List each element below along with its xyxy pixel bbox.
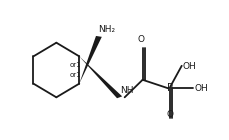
Text: NH₂: NH₂: [97, 25, 114, 34]
Polygon shape: [79, 56, 122, 98]
Text: OH: OH: [194, 84, 207, 93]
Polygon shape: [79, 36, 101, 84]
Text: NH: NH: [120, 86, 133, 95]
Text: P: P: [166, 83, 172, 93]
Text: or1: or1: [70, 72, 81, 78]
Text: O: O: [137, 35, 144, 44]
Text: O: O: [166, 110, 173, 119]
Text: or1: or1: [70, 62, 81, 68]
Text: OH: OH: [182, 62, 196, 71]
